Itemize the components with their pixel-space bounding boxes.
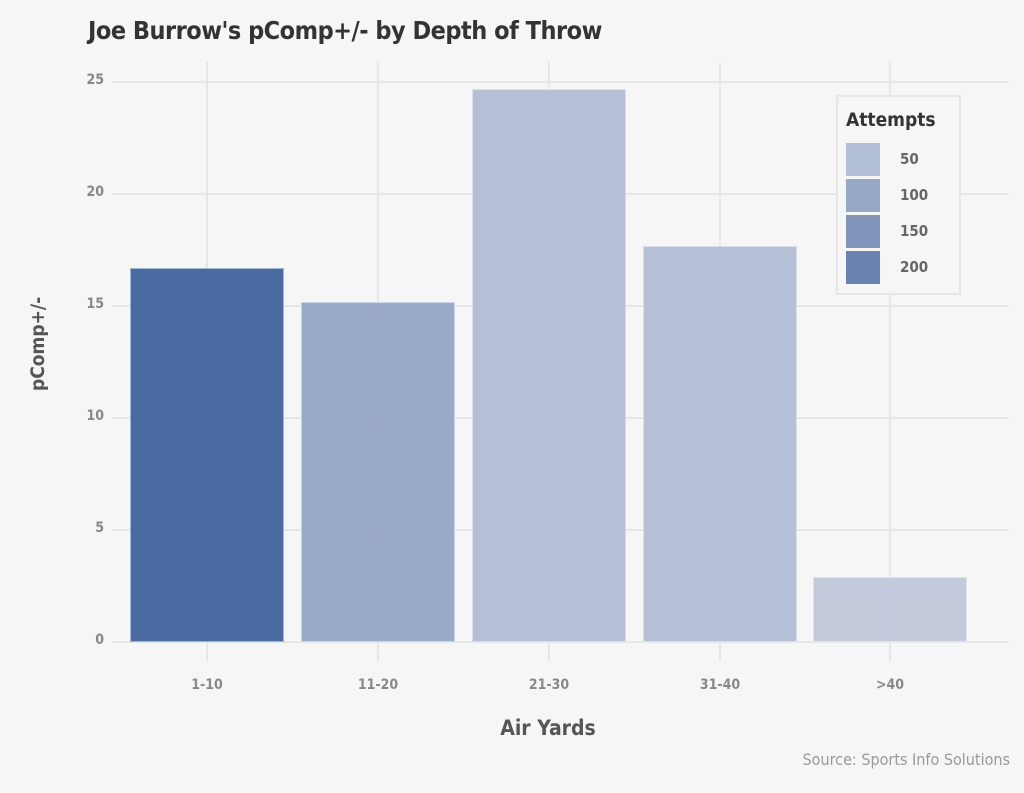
chart-title: Joe Burrow's pComp+/- by Depth of Throw bbox=[88, 16, 602, 45]
legend-label: 50 bbox=[900, 150, 919, 168]
y-tick-label: 10 bbox=[86, 408, 104, 424]
y-tick-label: 0 bbox=[95, 632, 104, 648]
x-tick-label: 21-30 bbox=[528, 677, 570, 693]
bar-1-10 bbox=[130, 267, 284, 642]
bar-31-40 bbox=[643, 245, 797, 642]
y-tick-label: 25 bbox=[86, 72, 104, 88]
legend-swatch bbox=[846, 179, 880, 212]
legend-swatch bbox=[846, 215, 880, 248]
legend-label: 100 bbox=[900, 186, 929, 204]
legend-item: 100 bbox=[846, 179, 956, 213]
y-tick-label: 20 bbox=[86, 184, 104, 200]
v-gridline bbox=[889, 62, 891, 661]
source-caption: Source: Sports Info Solutions bbox=[802, 750, 1010, 769]
h-gridline bbox=[112, 81, 1009, 83]
legend-swatch bbox=[846, 143, 880, 176]
y-tick-label: 15 bbox=[86, 296, 104, 312]
y-tick-label: 5 bbox=[95, 520, 104, 536]
x-tick-label: 1-10 bbox=[191, 677, 223, 693]
legend-label: 150 bbox=[900, 222, 929, 240]
legend-item: 200 bbox=[846, 251, 956, 285]
legend-item: 50 bbox=[846, 143, 956, 177]
legend-item: 150 bbox=[846, 215, 956, 249]
legend-label: 200 bbox=[900, 258, 929, 276]
y-axis-label: pComp+/- bbox=[27, 296, 49, 391]
bar-11-20 bbox=[301, 301, 455, 642]
bar-21-30 bbox=[472, 88, 626, 642]
legend-swatch bbox=[846, 251, 880, 284]
x-tick-label: 11-20 bbox=[357, 677, 399, 693]
x-tick-label: >40 bbox=[875, 677, 905, 693]
legend-title: Attempts bbox=[846, 109, 936, 131]
h-gridline bbox=[112, 641, 1009, 643]
legend: Attempts 50 100 150 200 bbox=[836, 95, 961, 295]
plot-area bbox=[112, 62, 1009, 661]
x-tick-label: 31-40 bbox=[699, 677, 741, 693]
x-axis-label: Air Yards bbox=[500, 716, 596, 740]
bar->40 bbox=[813, 577, 967, 642]
